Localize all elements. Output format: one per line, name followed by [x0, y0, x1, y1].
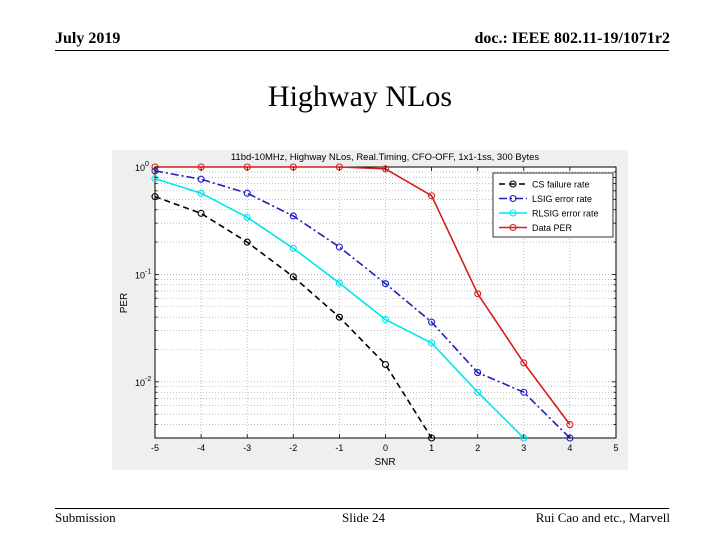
- data-point: [428, 339, 436, 347]
- data-point: [474, 388, 482, 396]
- data-point: [520, 359, 528, 367]
- series-line: [154, 177, 525, 439]
- series-layer: [151, 163, 574, 442]
- header-date: July 2019: [55, 30, 121, 47]
- x-tick-label: 0: [383, 443, 388, 453]
- data-point: [566, 421, 574, 429]
- x-tick-label: 5: [613, 443, 618, 453]
- data-point: [197, 209, 205, 217]
- x-tick-label: -1: [335, 443, 343, 453]
- legend-label: RLSIG error rate: [532, 209, 599, 219]
- chart-title: 11bd-10MHz, Highway NLos, Real.Timing, C…: [231, 152, 540, 163]
- series-line: [154, 195, 433, 439]
- data-point: [428, 192, 436, 200]
- x-tick-label: -5: [151, 443, 159, 453]
- data-point: [381, 280, 390, 288]
- data-point: [243, 213, 251, 221]
- y-tick-label: 100: [135, 161, 149, 173]
- data-point: [381, 360, 390, 369]
- data-point: [197, 175, 205, 183]
- header-rule: [55, 50, 669, 51]
- data-point: [243, 189, 251, 197]
- series-lsig-error-rate: [151, 167, 574, 442]
- y-tick-label: 10-1: [135, 268, 151, 280]
- x-tick-label: 2: [475, 443, 480, 453]
- x-tick-label: 1: [429, 443, 434, 453]
- x-tick-label: -4: [197, 443, 205, 453]
- data-point: [428, 318, 436, 326]
- legend-marker: [509, 223, 517, 232]
- footer-author: Rui Cao and etc., Marvell: [535, 510, 670, 525]
- legend-marker: [509, 209, 517, 217]
- axis-layer: -5 -4 -3 -2 -1 0 1 2 3 4 5 100 10-1 10-2: [135, 161, 619, 453]
- y-axis-label: PER: [119, 293, 130, 314]
- data-point: [289, 244, 297, 252]
- data-point: [335, 313, 343, 321]
- x-tick-label: -3: [243, 443, 251, 453]
- legend-label: Data PER: [532, 223, 573, 233]
- legend-marker: [509, 180, 517, 188]
- data-point: [289, 273, 297, 281]
- header-doc-id: doc.: IEEE 802.11-19/1071r2: [474, 30, 670, 47]
- data-point: [243, 238, 251, 246]
- series-line: [155, 166, 571, 426]
- data-point: [289, 212, 297, 220]
- data-point: [151, 175, 159, 183]
- footer-submission: Submission: [55, 510, 116, 525]
- data-point: [335, 279, 343, 287]
- series-rlsig-error-rate: [151, 175, 528, 442]
- y-tick-label: 10-2: [135, 376, 151, 388]
- data-point: [335, 243, 343, 251]
- footer-rule: [55, 508, 669, 509]
- data-point: [197, 189, 205, 197]
- legend-marker: [509, 194, 517, 203]
- legend: CS failure rate LSIG error rate RLSIG erro…: [492, 172, 614, 238]
- slide-title: Highway NLos: [267, 80, 453, 113]
- x-tick-label: 3: [521, 443, 526, 453]
- x-tick-label: 4: [567, 443, 572, 453]
- data-point: [381, 316, 390, 324]
- footer-slide-number: Slide 24: [342, 510, 385, 525]
- data-point: [381, 165, 390, 173]
- legend-label: CS failure rate: [532, 180, 590, 190]
- series-line: [154, 170, 571, 439]
- data-point: [474, 290, 482, 298]
- data-point: [520, 388, 528, 396]
- x-axis-label: SNR: [374, 457, 395, 468]
- x-tick-label: -2: [289, 443, 297, 453]
- legend-label: LSIG error rate: [532, 194, 592, 204]
- data-point: [474, 369, 482, 377]
